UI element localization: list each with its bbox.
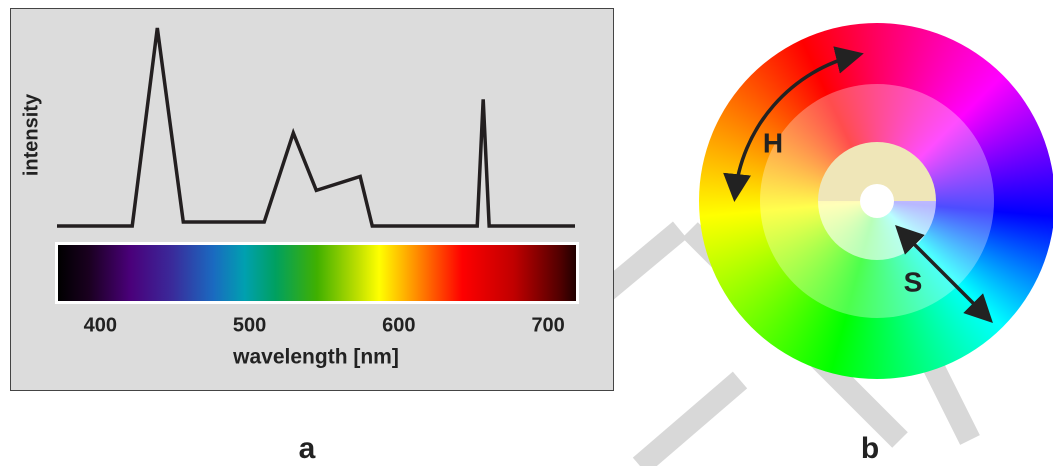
y-axis-label: intensity	[20, 93, 42, 176]
spectrum-bar	[55, 242, 579, 304]
saturation-label: S	[904, 266, 923, 297]
panel-a	[10, 8, 614, 391]
saturation-arrow	[895, 225, 993, 323]
hue-label: H	[763, 127, 783, 158]
x-tick-label: 600	[382, 314, 415, 336]
hue-arrow	[723, 46, 864, 202]
wheel-hole	[860, 184, 894, 218]
x-axis-label: wavelength [nm]	[232, 346, 399, 369]
x-tick-label: 400	[84, 314, 117, 336]
x-tick-label: 700	[531, 314, 564, 336]
spectrum-line	[57, 27, 575, 228]
panel-label: a	[299, 432, 316, 465]
panel-label: b	[861, 432, 879, 465]
x-tick-label: 500	[233, 314, 266, 336]
